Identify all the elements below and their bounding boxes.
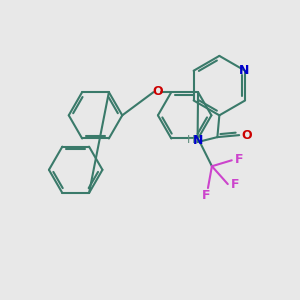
Text: N: N: [239, 64, 249, 77]
Text: F: F: [230, 178, 239, 190]
Text: N: N: [194, 134, 204, 147]
Text: O: O: [242, 129, 252, 142]
Text: H: H: [186, 135, 195, 145]
Text: F: F: [234, 153, 243, 166]
Text: O: O: [152, 85, 163, 98]
Text: F: F: [202, 190, 210, 202]
